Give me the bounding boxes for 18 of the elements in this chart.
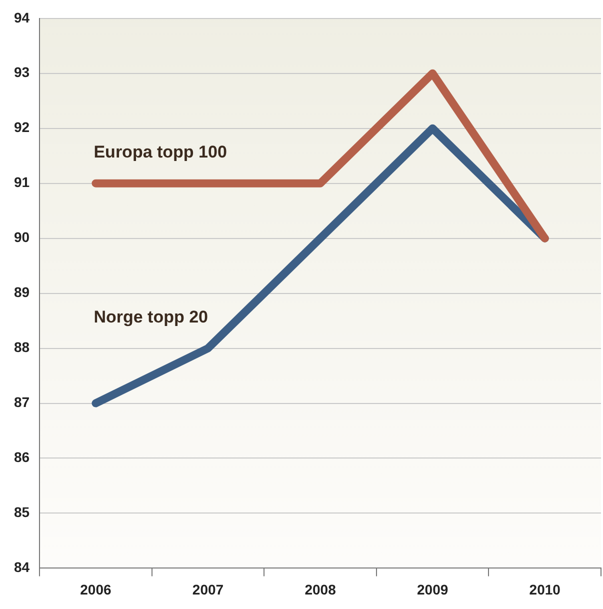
x-tick-label: 2008 — [304, 581, 336, 598]
series-label: Europa topp 100 — [94, 142, 227, 162]
series-label: Norge topp 20 — [94, 307, 208, 326]
y-tick-label: 94 — [14, 9, 30, 26]
y-tick-label: 91 — [14, 174, 30, 190]
y-tick-label: 93 — [14, 64, 30, 80]
y-tick-label: 90 — [14, 229, 30, 246]
y-tick-label: 85 — [14, 504, 30, 520]
y-tick-label: 88 — [14, 339, 30, 356]
y-tick-label: 89 — [14, 284, 30, 300]
y-tick-label: 87 — [14, 394, 30, 410]
x-tick-label: 2009 — [416, 581, 448, 598]
x-tick-label: 2007 — [192, 581, 224, 598]
x-tick-label: 2006 — [80, 581, 112, 598]
y-tick-label: 84 — [14, 559, 30, 576]
y-tick-label: 86 — [14, 449, 30, 466]
y-tick-label: 92 — [14, 119, 30, 136]
x-tick-label: 2010 — [529, 581, 561, 598]
